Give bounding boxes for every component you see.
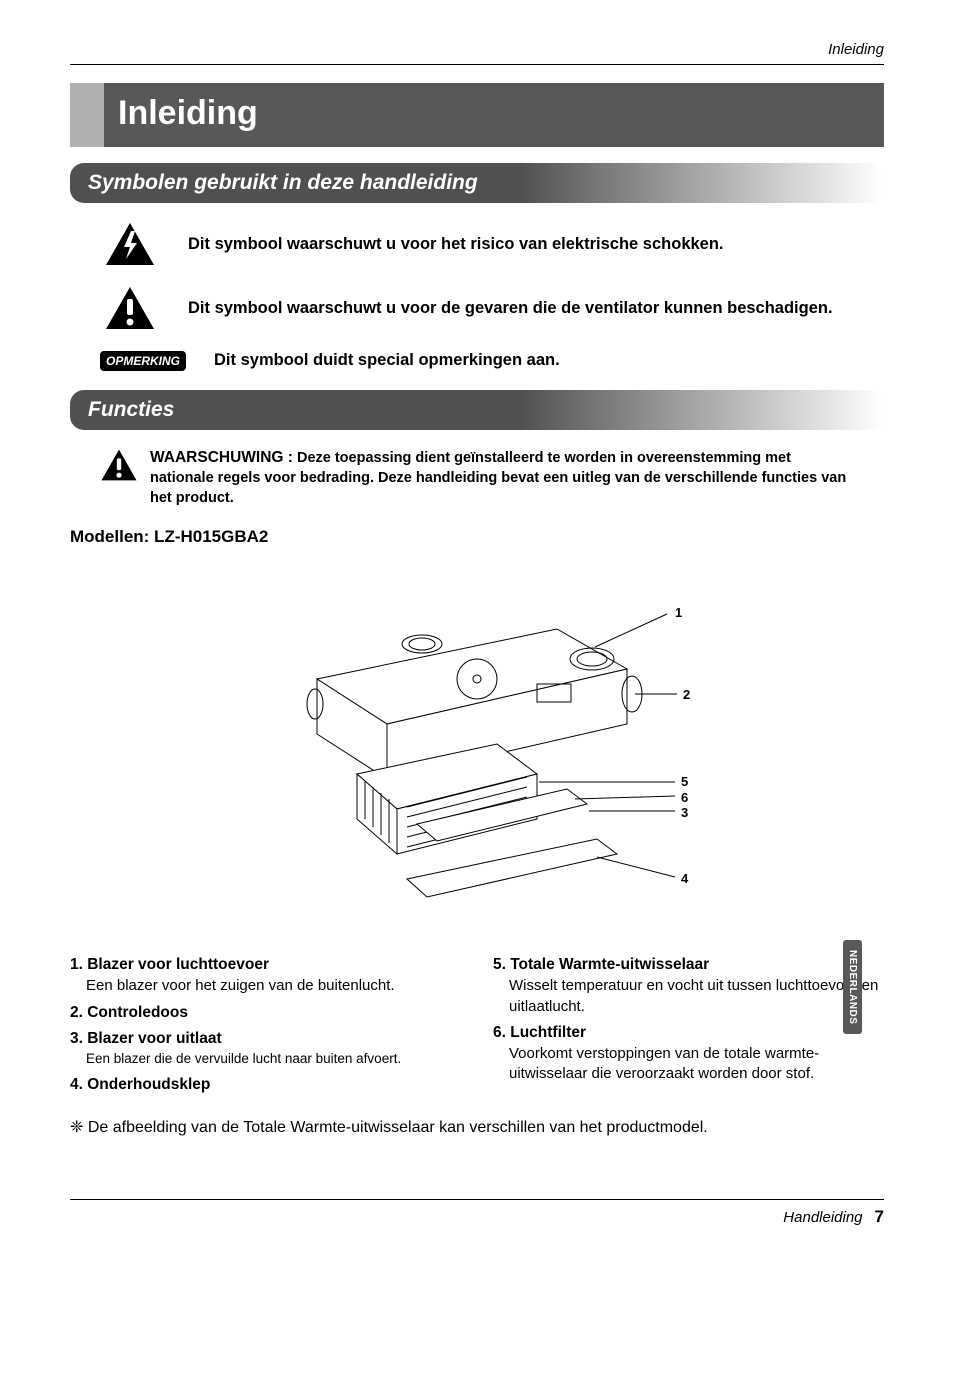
parts-right: 5. Totale Warmte-uitwisselaar Wisselt te… [493,949,884,1095]
symbol-row-bolt: Dit symbool waarschuwt u voor het risico… [100,221,854,267]
footer: Handleiding 7 [70,1199,884,1229]
page-title: Inleiding [104,83,884,147]
bolt-icon [100,221,160,267]
language-tab: NEDERLANDS [843,940,863,1034]
running-header: Inleiding [70,40,884,65]
callout-6: 6 [681,790,688,805]
part-title: 1. Blazer voor luchttoevoer [70,955,461,976]
section-heading-symbols: Symbolen gebruikt in deze handleiding [70,163,884,203]
callout-4: 4 [681,871,689,886]
part-title: 3. Blazer voor uitlaat [70,1029,461,1050]
part-body: Een blazer die de vervuilde lucht naar b… [86,1050,461,1068]
symbol-text: Dit symbool waarschuwt u voor de gevaren… [188,297,833,319]
warning-lead: WAARSCHUWING : [150,449,293,466]
part-title: 6. Luchtfilter [493,1023,884,1044]
symbol-row-warn: Dit symbool waarschuwt u voor de gevaren… [100,285,854,331]
symbol-text: Dit symbool duidt special opmerkingen aa… [214,349,560,371]
footer-label: Handleiding [783,1208,862,1228]
part-body: Voorkomt verstoppingen van de totale war… [509,1044,884,1085]
warn-icon [100,448,138,488]
part-title: 5. Totale Warmte-uitwisselaar [493,955,884,976]
warning-text: WAARSCHUWING : Deze toepassing dient geï… [150,448,854,508]
part-title: 4. Onderhoudsklep [70,1075,461,1096]
callout-1: 1 [675,605,682,620]
exploded-diagram: 1 2 5 6 3 4 [70,559,884,935]
symbol-text: Dit symbool waarschuwt u voor het risico… [188,233,724,255]
note-icon: OPMERKING [100,351,186,371]
part-title: 2. Controledoos [70,1003,461,1024]
callout-3: 3 [681,805,688,820]
parts-left: 1. Blazer voor luchttoevoer Een blazer v… [70,949,461,1095]
part-body: Een blazer voor het zuigen van de buiten… [86,976,461,996]
callout-5: 5 [681,774,688,789]
warn-icon [100,285,160,331]
symbol-row-note: OPMERKING Dit symbool duidt special opme… [100,349,854,371]
model-line: Modellen: LZ-H015GBA2 [70,526,884,549]
page-number: 7 [875,1206,884,1229]
part-body: Wisselt temperatuur en vocht uit tussen … [509,976,884,1017]
title-accent [70,83,104,147]
note-badge: OPMERKING [100,351,186,371]
warning-block: WAARSCHUWING : Deze toepassing dient geï… [100,448,854,508]
parts-columns: 1. Blazer voor luchttoevoer Een blazer v… [70,949,884,1095]
title-bar: Inleiding [70,83,884,147]
section-heading-functions: Functies [70,390,884,430]
footnote: ❈ De afbeelding van de Totale Warmte-uit… [70,1117,884,1139]
callout-2: 2 [683,687,690,702]
